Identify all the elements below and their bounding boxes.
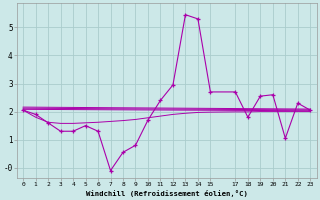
- X-axis label: Windchill (Refroidissement éolien,°C): Windchill (Refroidissement éolien,°C): [86, 190, 248, 197]
